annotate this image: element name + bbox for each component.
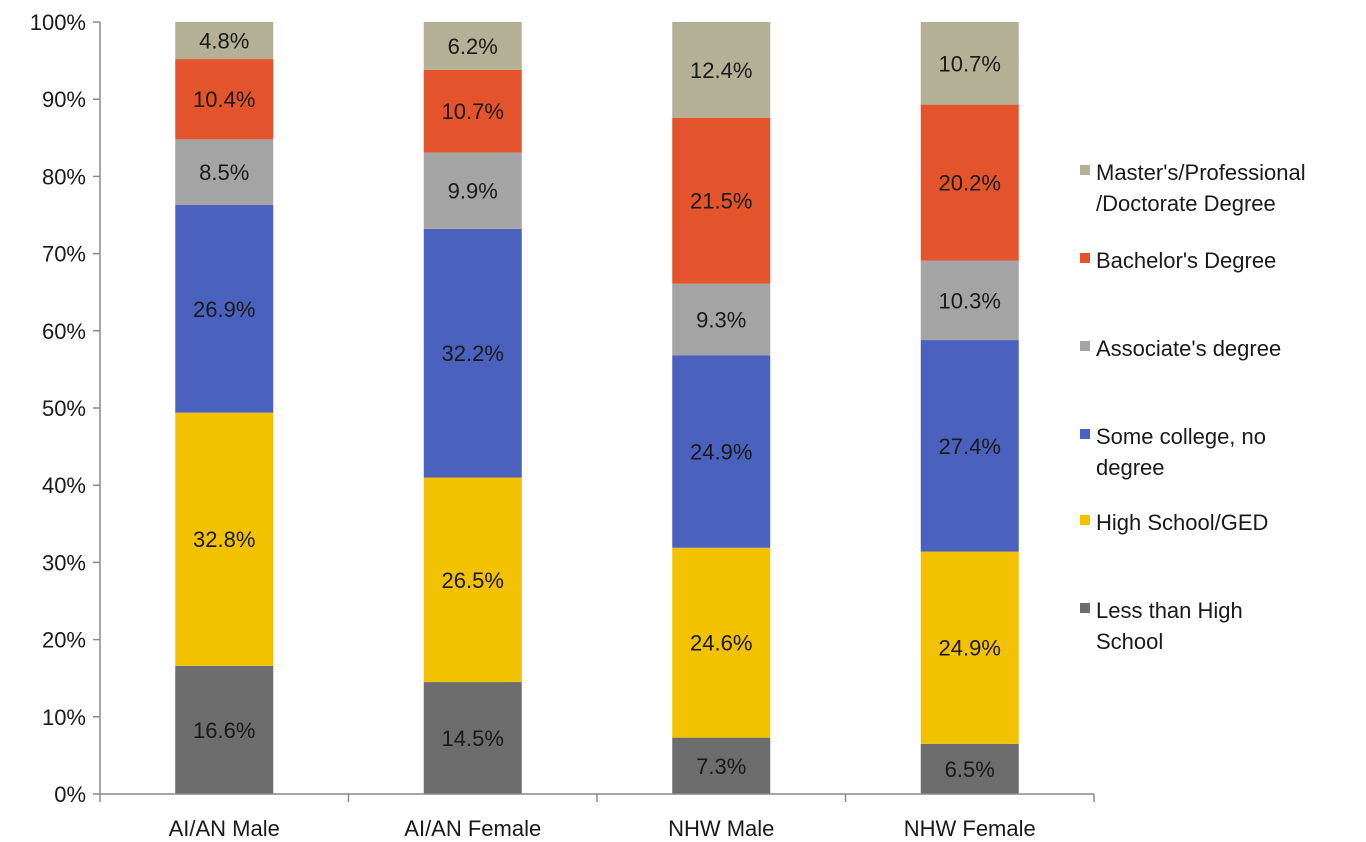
legend-label: degree bbox=[1096, 455, 1165, 480]
data-label: 6.2% bbox=[448, 34, 498, 59]
x-tick-label: AI/AN Female bbox=[404, 816, 541, 841]
bar-segment bbox=[175, 412, 274, 666]
legend-swatch bbox=[1080, 603, 1090, 613]
data-label: 7.3% bbox=[696, 754, 746, 779]
legend-swatch bbox=[1080, 253, 1090, 263]
legend-item: Less than High School bbox=[1080, 598, 1243, 654]
bar-segment bbox=[423, 22, 522, 70]
x-tick-label: NHW Female bbox=[904, 816, 1036, 841]
bar-segment bbox=[920, 340, 1019, 552]
legend-label: Bachelor's Degree bbox=[1096, 248, 1276, 273]
bar-segment bbox=[423, 682, 522, 794]
legend-swatch bbox=[1080, 429, 1090, 439]
data-label: 4.8% bbox=[199, 29, 249, 54]
data-label: 32.8% bbox=[193, 527, 255, 552]
legend-item: Bachelor's Degree bbox=[1080, 248, 1276, 273]
bar-segment bbox=[672, 547, 771, 738]
bar-segment bbox=[423, 69, 522, 153]
y-tick-label: 50% bbox=[42, 396, 86, 421]
y-tick-label: 20% bbox=[42, 628, 86, 653]
data-label: 14.5% bbox=[442, 726, 504, 751]
data-label: 24.9% bbox=[939, 636, 1001, 661]
legend-swatch bbox=[1080, 515, 1090, 525]
y-tick-label: 80% bbox=[42, 164, 86, 189]
bar-segment bbox=[672, 117, 771, 284]
bar-segment bbox=[920, 22, 1019, 105]
data-label: 10.7% bbox=[939, 51, 1001, 76]
bar-segment bbox=[920, 260, 1019, 341]
data-label: 26.5% bbox=[442, 568, 504, 593]
bar-stack: 7.3% 24.6% 24.9% 9.3% 21.5% 12.4% bbox=[672, 22, 771, 794]
data-label: 12.4% bbox=[690, 58, 752, 83]
data-label: 6.5% bbox=[945, 757, 995, 782]
data-label: 24.6% bbox=[690, 631, 752, 656]
legend-label: /Doctorate Degree bbox=[1096, 191, 1276, 216]
data-label: 20.2% bbox=[939, 171, 1001, 196]
bar-segment bbox=[423, 477, 522, 683]
legend-swatch bbox=[1080, 341, 1090, 351]
legend-label: School bbox=[1096, 629, 1163, 654]
bar-segment bbox=[920, 743, 1019, 794]
data-label: 10.4% bbox=[193, 87, 255, 112]
y-tick-label: 0% bbox=[54, 782, 86, 807]
y-tick-label: 90% bbox=[42, 87, 86, 112]
x-tick-label: NHW Male bbox=[668, 816, 774, 841]
bars: 16.6% 32.8% 26.9% 8.5% 10.4% 4.8% 14.5% 26.5% 32… bbox=[175, 22, 1019, 794]
legend-label: Less than High bbox=[1096, 598, 1243, 623]
legend-label: Associate's degree bbox=[1096, 336, 1281, 361]
y-tick-label: 100% bbox=[30, 10, 86, 35]
y-axis: 0% 10% 20% 30% 40% 50% 60% 70% 80% 90% 100% bbox=[30, 10, 101, 807]
legend-label: High School/GED bbox=[1096, 510, 1268, 535]
legend-swatch bbox=[1080, 165, 1090, 175]
y-tick-label: 70% bbox=[42, 242, 86, 267]
y-tick-label: 10% bbox=[42, 705, 86, 730]
legend-item: Associate's degree bbox=[1080, 336, 1281, 361]
data-label: 10.3% bbox=[939, 288, 1001, 313]
bar-segment bbox=[672, 283, 771, 356]
y-tick-label: 30% bbox=[42, 550, 86, 575]
bar-stack: 16.6% 32.8% 26.9% 8.5% 10.4% 4.8% bbox=[175, 22, 274, 794]
legend: Master's/Professional/Doctorate Degree Ba… bbox=[1080, 160, 1306, 654]
legend-label: Master's/Professional bbox=[1096, 160, 1306, 185]
legend-label: Some college, no bbox=[1096, 424, 1266, 449]
data-label: 32.2% bbox=[442, 341, 504, 366]
data-label: 26.9% bbox=[193, 297, 255, 322]
bar-segment bbox=[175, 139, 274, 205]
data-label: 9.3% bbox=[696, 308, 746, 333]
legend-item: Master's/Professional/Doctorate Degree bbox=[1080, 160, 1306, 216]
bar-segment bbox=[175, 22, 274, 60]
bar-segment bbox=[175, 59, 274, 140]
y-tick-label: 40% bbox=[42, 473, 86, 498]
data-label: 9.9% bbox=[448, 179, 498, 204]
bar-segment bbox=[175, 665, 274, 794]
data-label: 27.4% bbox=[939, 434, 1001, 459]
legend-item: Some college, no degree bbox=[1080, 424, 1266, 480]
bar-segment bbox=[175, 204, 274, 413]
bar-segment bbox=[920, 551, 1019, 744]
x-axis: AI/AN Male AI/AN Female NHW Male NHW Female bbox=[99, 793, 1095, 841]
bar-segment bbox=[920, 104, 1019, 261]
bar-segment bbox=[423, 152, 522, 229]
data-label: 10.7% bbox=[442, 99, 504, 124]
data-label: 16.6% bbox=[193, 718, 255, 743]
data-label: 8.5% bbox=[199, 160, 249, 185]
y-tick-label: 60% bbox=[42, 319, 86, 344]
bar-segment bbox=[672, 737, 771, 794]
data-label: 24.9% bbox=[690, 440, 752, 465]
bar-segment bbox=[672, 355, 771, 548]
bar-segment bbox=[423, 228, 522, 478]
bar-stack: 14.5% 26.5% 32.2% 9.9% 10.7% 6.2% bbox=[423, 22, 522, 794]
bar-segment bbox=[672, 22, 771, 118]
x-tick-label: AI/AN Male bbox=[169, 816, 280, 841]
legend-item: High School/GED bbox=[1080, 510, 1268, 535]
data-label: 21.5% bbox=[690, 189, 752, 214]
bar-stack: 6.5% 24.9% 27.4% 10.3% 20.2% 10.7% bbox=[920, 22, 1019, 794]
